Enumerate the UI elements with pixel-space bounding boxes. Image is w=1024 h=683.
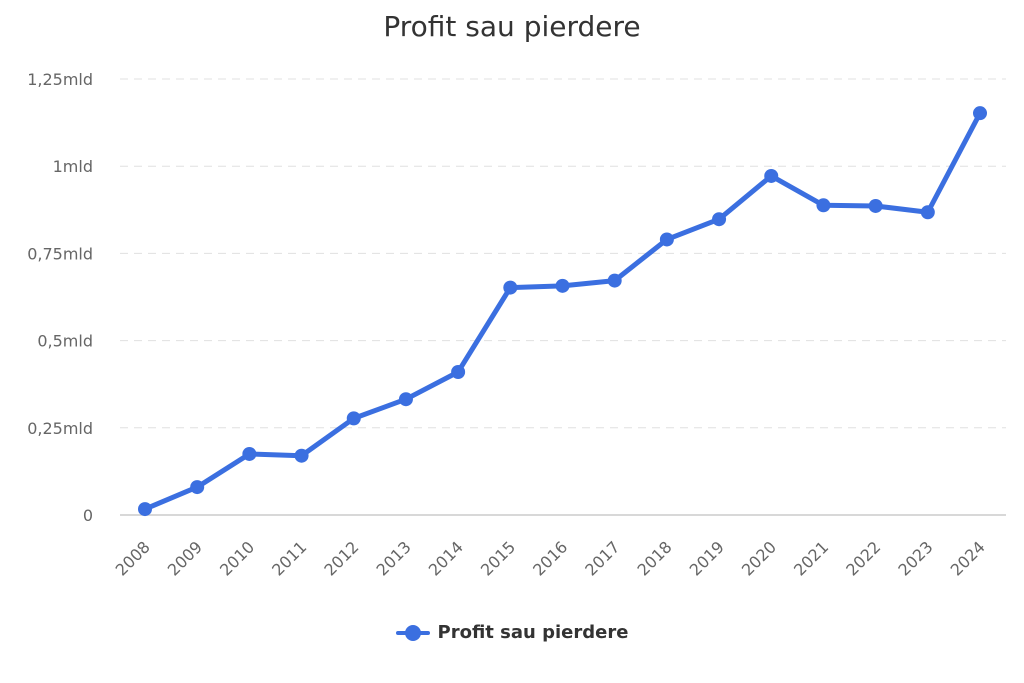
x-tick-label: 2010 [216, 537, 258, 579]
x-tick-label: 2011 [268, 537, 310, 579]
data-point[interactable] [294, 448, 309, 463]
data-point[interactable] [920, 205, 935, 220]
legend-marker-icon [395, 624, 430, 641]
y-tick-label: 1,25mld [27, 70, 93, 89]
data-point[interactable] [242, 446, 257, 461]
x-tick-label: 2018 [633, 537, 675, 579]
data-point[interactable] [503, 280, 518, 295]
x-tick-label: 2024 [947, 537, 989, 579]
data-point[interactable] [659, 232, 674, 247]
data-point[interactable] [555, 278, 570, 293]
data-point[interactable] [973, 106, 987, 121]
data-point[interactable] [138, 502, 152, 517]
y-tick-label: 0,5mld [37, 332, 93, 351]
legend-label: Profit sau pierdere [437, 622, 629, 643]
data-point[interactable] [190, 480, 205, 495]
y-tick-label: 0,75mld [27, 244, 93, 263]
data-point[interactable] [346, 411, 361, 426]
data-point[interactable] [607, 273, 622, 288]
x-tick-label: 2016 [529, 537, 571, 579]
data-point[interactable] [868, 198, 883, 213]
chart-title: Profit sau pierdere [383, 10, 641, 43]
data-point[interactable] [712, 212, 727, 227]
y-tick-label: 0 [83, 506, 93, 525]
x-tick-label: 2019 [686, 537, 728, 579]
x-tick-label: 2013 [373, 537, 415, 579]
x-axis-ticks: 2008 2009 2010 2011 2012 2013 2014 2015 2016 2017… [112, 537, 989, 579]
x-tick-label: 2009 [164, 537, 206, 579]
x-tick-label: 2017 [581, 537, 623, 579]
series-layer [138, 106, 987, 517]
x-tick-label: 2021 [790, 537, 832, 579]
x-tick-label: 2008 [112, 537, 154, 579]
y-tick-label: 0,25mld [27, 419, 93, 438]
x-tick-label: 2022 [842, 537, 884, 579]
x-tick-label: 2023 [894, 537, 936, 579]
y-axis-ticks: 0 0,25mld 0,5mld 0,75mld 1mld 1,25mld [27, 70, 93, 525]
grid-layer [120, 78, 1006, 516]
legend[interactable]: Profit sau pierdere [0, 622, 1024, 643]
x-tick-label: 2014 [425, 537, 467, 579]
y-tick-label: 1mld [53, 157, 93, 176]
data-point[interactable] [398, 392, 413, 407]
x-tick-label: 2012 [320, 537, 362, 579]
data-point[interactable] [764, 168, 779, 183]
x-tick-label: 2020 [738, 537, 780, 579]
x-tick-label: 2015 [477, 537, 519, 579]
data-point[interactable] [816, 198, 831, 213]
series-line [142, 110, 983, 512]
data-point[interactable] [451, 364, 466, 379]
